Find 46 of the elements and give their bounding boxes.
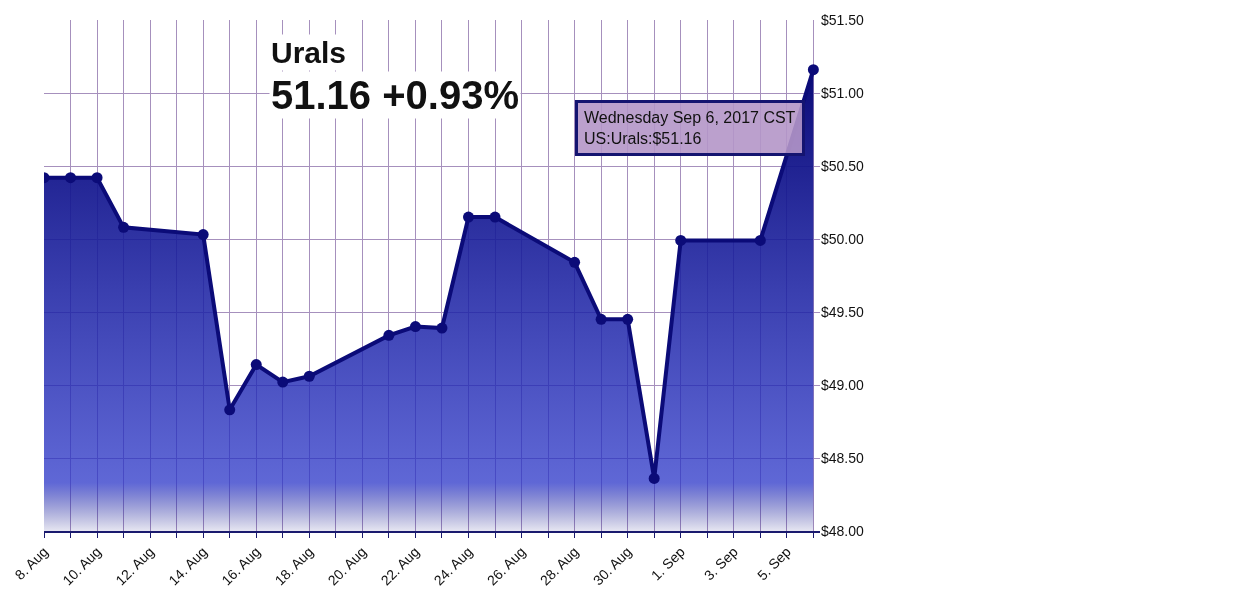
x-tick-label: 24. Aug (430, 543, 476, 589)
point (277, 376, 289, 388)
y-tick-label: $48.50 (821, 449, 865, 466)
point (675, 234, 687, 246)
point (118, 221, 130, 233)
y-tick-label: $49.00 (821, 376, 865, 393)
y-tick-label: $51.50 (821, 11, 865, 28)
point (303, 370, 315, 382)
x-tick-label: 16. Aug (218, 543, 264, 589)
point (648, 472, 660, 484)
y-tick-label: $48.00 (821, 522, 865, 539)
x-tick-label: 5. Sep (753, 543, 795, 584)
point (489, 211, 501, 223)
x-tick-label: 12. Aug (112, 543, 158, 589)
point (462, 211, 474, 223)
x-tick-label: 28. Aug (536, 543, 582, 589)
y-tick-label: $50.50 (821, 157, 865, 174)
y-tick-label: $49.50 (821, 303, 865, 320)
point (250, 359, 262, 371)
annotation: Wednesday Sep 6, 2017 CST US:Urals:$51.16 (584, 109, 796, 147)
text: 51.16 +0.93% (271, 73, 519, 117)
x-tick-label: 18. Aug (271, 543, 317, 589)
point (224, 404, 236, 416)
point (807, 64, 819, 76)
x-tick-label: 14. Aug (165, 543, 211, 589)
point (436, 322, 448, 334)
x-tick-label: 1. Sep (647, 543, 688, 584)
point (622, 313, 634, 325)
y-tick-label: $51.00 (821, 84, 865, 101)
point (383, 329, 395, 341)
x-tick-label: 3. Sep (700, 543, 741, 584)
point (197, 229, 209, 241)
text: Urals (271, 36, 347, 69)
x-tick-label: 30. Aug (589, 543, 635, 589)
x-tick-label: 22. Aug (377, 543, 423, 589)
x-tick-label: 20. Aug (324, 543, 370, 589)
point (65, 172, 77, 184)
y-tick-label: $50.00 (821, 230, 865, 247)
point (569, 256, 581, 268)
x-tick-label: 26. Aug (483, 543, 529, 589)
x-tick-label: 10. Aug (59, 543, 105, 589)
point (754, 234, 766, 246)
point (409, 321, 421, 333)
point (91, 172, 103, 184)
point (595, 313, 607, 325)
x-tick-label: 8. Aug (11, 543, 52, 583)
